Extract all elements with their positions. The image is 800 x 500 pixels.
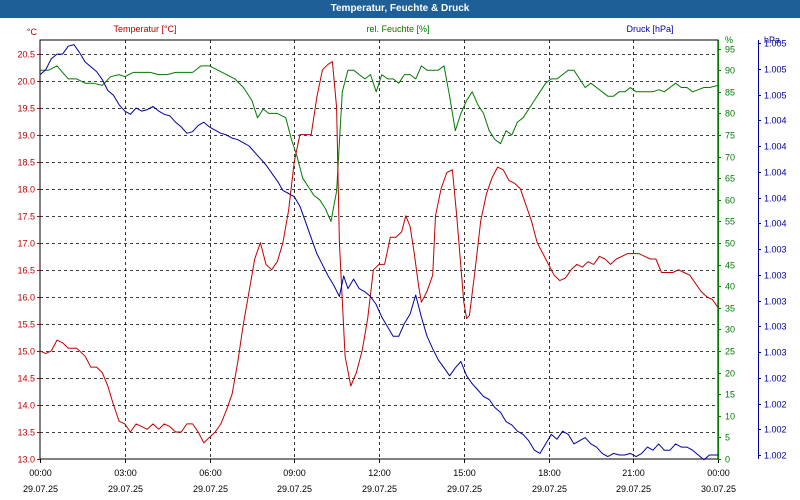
hum-tick-label: 85 bbox=[725, 88, 735, 98]
pres-tick-label: 1.003 bbox=[764, 271, 787, 281]
pres-tick-label: 1.005 bbox=[764, 91, 787, 101]
pres-tick-label: 1.004 bbox=[764, 168, 787, 178]
hum-tick-label: 10 bbox=[725, 412, 735, 422]
x-tick-time: 15:00 bbox=[453, 468, 476, 478]
temp-tick-label: 16.0 bbox=[17, 293, 35, 303]
x-tick-date: 29.07.25 bbox=[193, 484, 228, 494]
temp-tick-label: 17.0 bbox=[17, 239, 35, 249]
temp-tick-label: 14.0 bbox=[17, 401, 35, 411]
axis-labels: 13.0 13.5 14.0 14.5 15.0 15.5 16.0 16.5 17.0 17.5… bbox=[17, 24, 786, 494]
chart-title: Temperatur, Feuchte & Druck bbox=[0, 0, 800, 18]
plot-frame bbox=[39, 39, 719, 460]
hum-tick-label: 40 bbox=[725, 282, 735, 292]
hum-tick-label: 35 bbox=[725, 304, 735, 314]
pres-tick-label: 1.002 bbox=[764, 451, 787, 461]
pres-tick-label: 1.002 bbox=[764, 425, 787, 435]
x-tick-time: 09:00 bbox=[283, 468, 306, 478]
hum-tick-label: 15 bbox=[725, 390, 735, 400]
x-tick-date: 29.07.25 bbox=[108, 484, 143, 494]
x-tick-date: 29.07.25 bbox=[277, 484, 312, 494]
pres-tick-label: 1.004 bbox=[764, 142, 787, 152]
series-line-temp bbox=[39, 61, 719, 444]
pres-unit-label: hPa bbox=[764, 35, 780, 45]
series-line-hum bbox=[40, 65, 719, 222]
axes bbox=[37, 39, 761, 463]
series-lines bbox=[39, 44, 719, 461]
x-tick-date: 29.07.25 bbox=[532, 484, 567, 494]
pres-tick-label: 1.004 bbox=[764, 194, 787, 204]
temp-tick-label: 18.0 bbox=[17, 185, 35, 195]
x-tick-time: 21:00 bbox=[622, 468, 645, 478]
hum-tick-label: 90 bbox=[725, 66, 735, 76]
pres-tick-label: 1.003 bbox=[764, 297, 787, 307]
x-tick-date: 29.07.25 bbox=[447, 484, 482, 494]
temp-tick-label: 19.5 bbox=[17, 104, 35, 114]
hum-tick-label: 75 bbox=[725, 131, 735, 141]
hum-tick-label: 55 bbox=[725, 217, 735, 227]
pres-tick-label: 1.005 bbox=[764, 65, 787, 75]
temp-tick-label: 15.0 bbox=[17, 347, 35, 357]
x-tick-time: 00:00 bbox=[29, 468, 52, 478]
x-tick-time: 12:00 bbox=[368, 468, 391, 478]
series-line-pres bbox=[39, 44, 718, 461]
grid bbox=[40, 40, 718, 459]
hum-tick-label: 5 bbox=[725, 433, 730, 443]
hum-tick-label: 0 bbox=[725, 455, 730, 465]
hum-tick-label: 70 bbox=[725, 153, 735, 163]
temp-series-label: Temperatur [°C] bbox=[113, 24, 176, 34]
hum-tick-label: 60 bbox=[725, 196, 735, 206]
pres-tick-label: 1.003 bbox=[764, 322, 787, 332]
temp-tick-label: 13.5 bbox=[17, 428, 35, 438]
temp-tick-label: 20.5 bbox=[17, 50, 35, 60]
hum-tick-label: 45 bbox=[725, 261, 735, 271]
x-tick-date: 29.07.25 bbox=[23, 484, 58, 494]
temp-unit-label: °C bbox=[27, 27, 38, 37]
temp-tick-label: 20.0 bbox=[17, 77, 35, 87]
pres-tick-label: 1.002 bbox=[764, 400, 787, 410]
pres-tick-label: 1.003 bbox=[764, 348, 787, 358]
hum-series-label: rel. Feuchte [%] bbox=[366, 24, 429, 34]
pres-tick-label: 1.002 bbox=[764, 374, 787, 384]
temp-tick-label: 19.0 bbox=[17, 131, 35, 141]
pres-tick-label: 1.004 bbox=[764, 116, 787, 126]
temp-tick-label: 16.5 bbox=[17, 266, 35, 276]
hum-tick-label: 95 bbox=[725, 45, 735, 55]
x-tick-date: 30.07.25 bbox=[701, 484, 736, 494]
pres-tick-label: 1.005 bbox=[764, 39, 787, 49]
hum-tick-label: 20 bbox=[725, 369, 735, 379]
pres-tick-label: 1.003 bbox=[764, 245, 787, 255]
hum-tick-label: 65 bbox=[725, 174, 735, 184]
hum-unit-label: % bbox=[725, 35, 733, 45]
temp-tick-label: 18.5 bbox=[17, 158, 35, 168]
temp-tick-label: 14.5 bbox=[17, 374, 35, 384]
weather-chart: 13.0 13.5 14.0 14.5 15.0 15.5 16.0 16.5 17.0 17.5… bbox=[17, 24, 786, 494]
temp-tick-label: 15.5 bbox=[17, 320, 35, 330]
pres-tick-label: 1.004 bbox=[764, 219, 787, 229]
hum-tick-label: 25 bbox=[725, 347, 735, 357]
x-tick-time: 18:00 bbox=[538, 468, 561, 478]
hum-tick-label: 50 bbox=[725, 239, 735, 249]
hum-tick-label: 30 bbox=[725, 325, 735, 335]
temp-tick-label: 17.5 bbox=[17, 212, 35, 222]
hum-tick-label: 80 bbox=[725, 109, 735, 119]
pres-series-label: Druck [hPa] bbox=[626, 24, 673, 34]
x-tick-time: 00:00 bbox=[707, 468, 730, 478]
x-tick-time: 06:00 bbox=[199, 468, 222, 478]
x-tick-date: 29.07.25 bbox=[362, 484, 397, 494]
x-tick-time: 03:00 bbox=[114, 468, 137, 478]
temp-tick-label: 13.0 bbox=[17, 455, 35, 465]
x-tick-date: 29.07.25 bbox=[616, 484, 651, 494]
